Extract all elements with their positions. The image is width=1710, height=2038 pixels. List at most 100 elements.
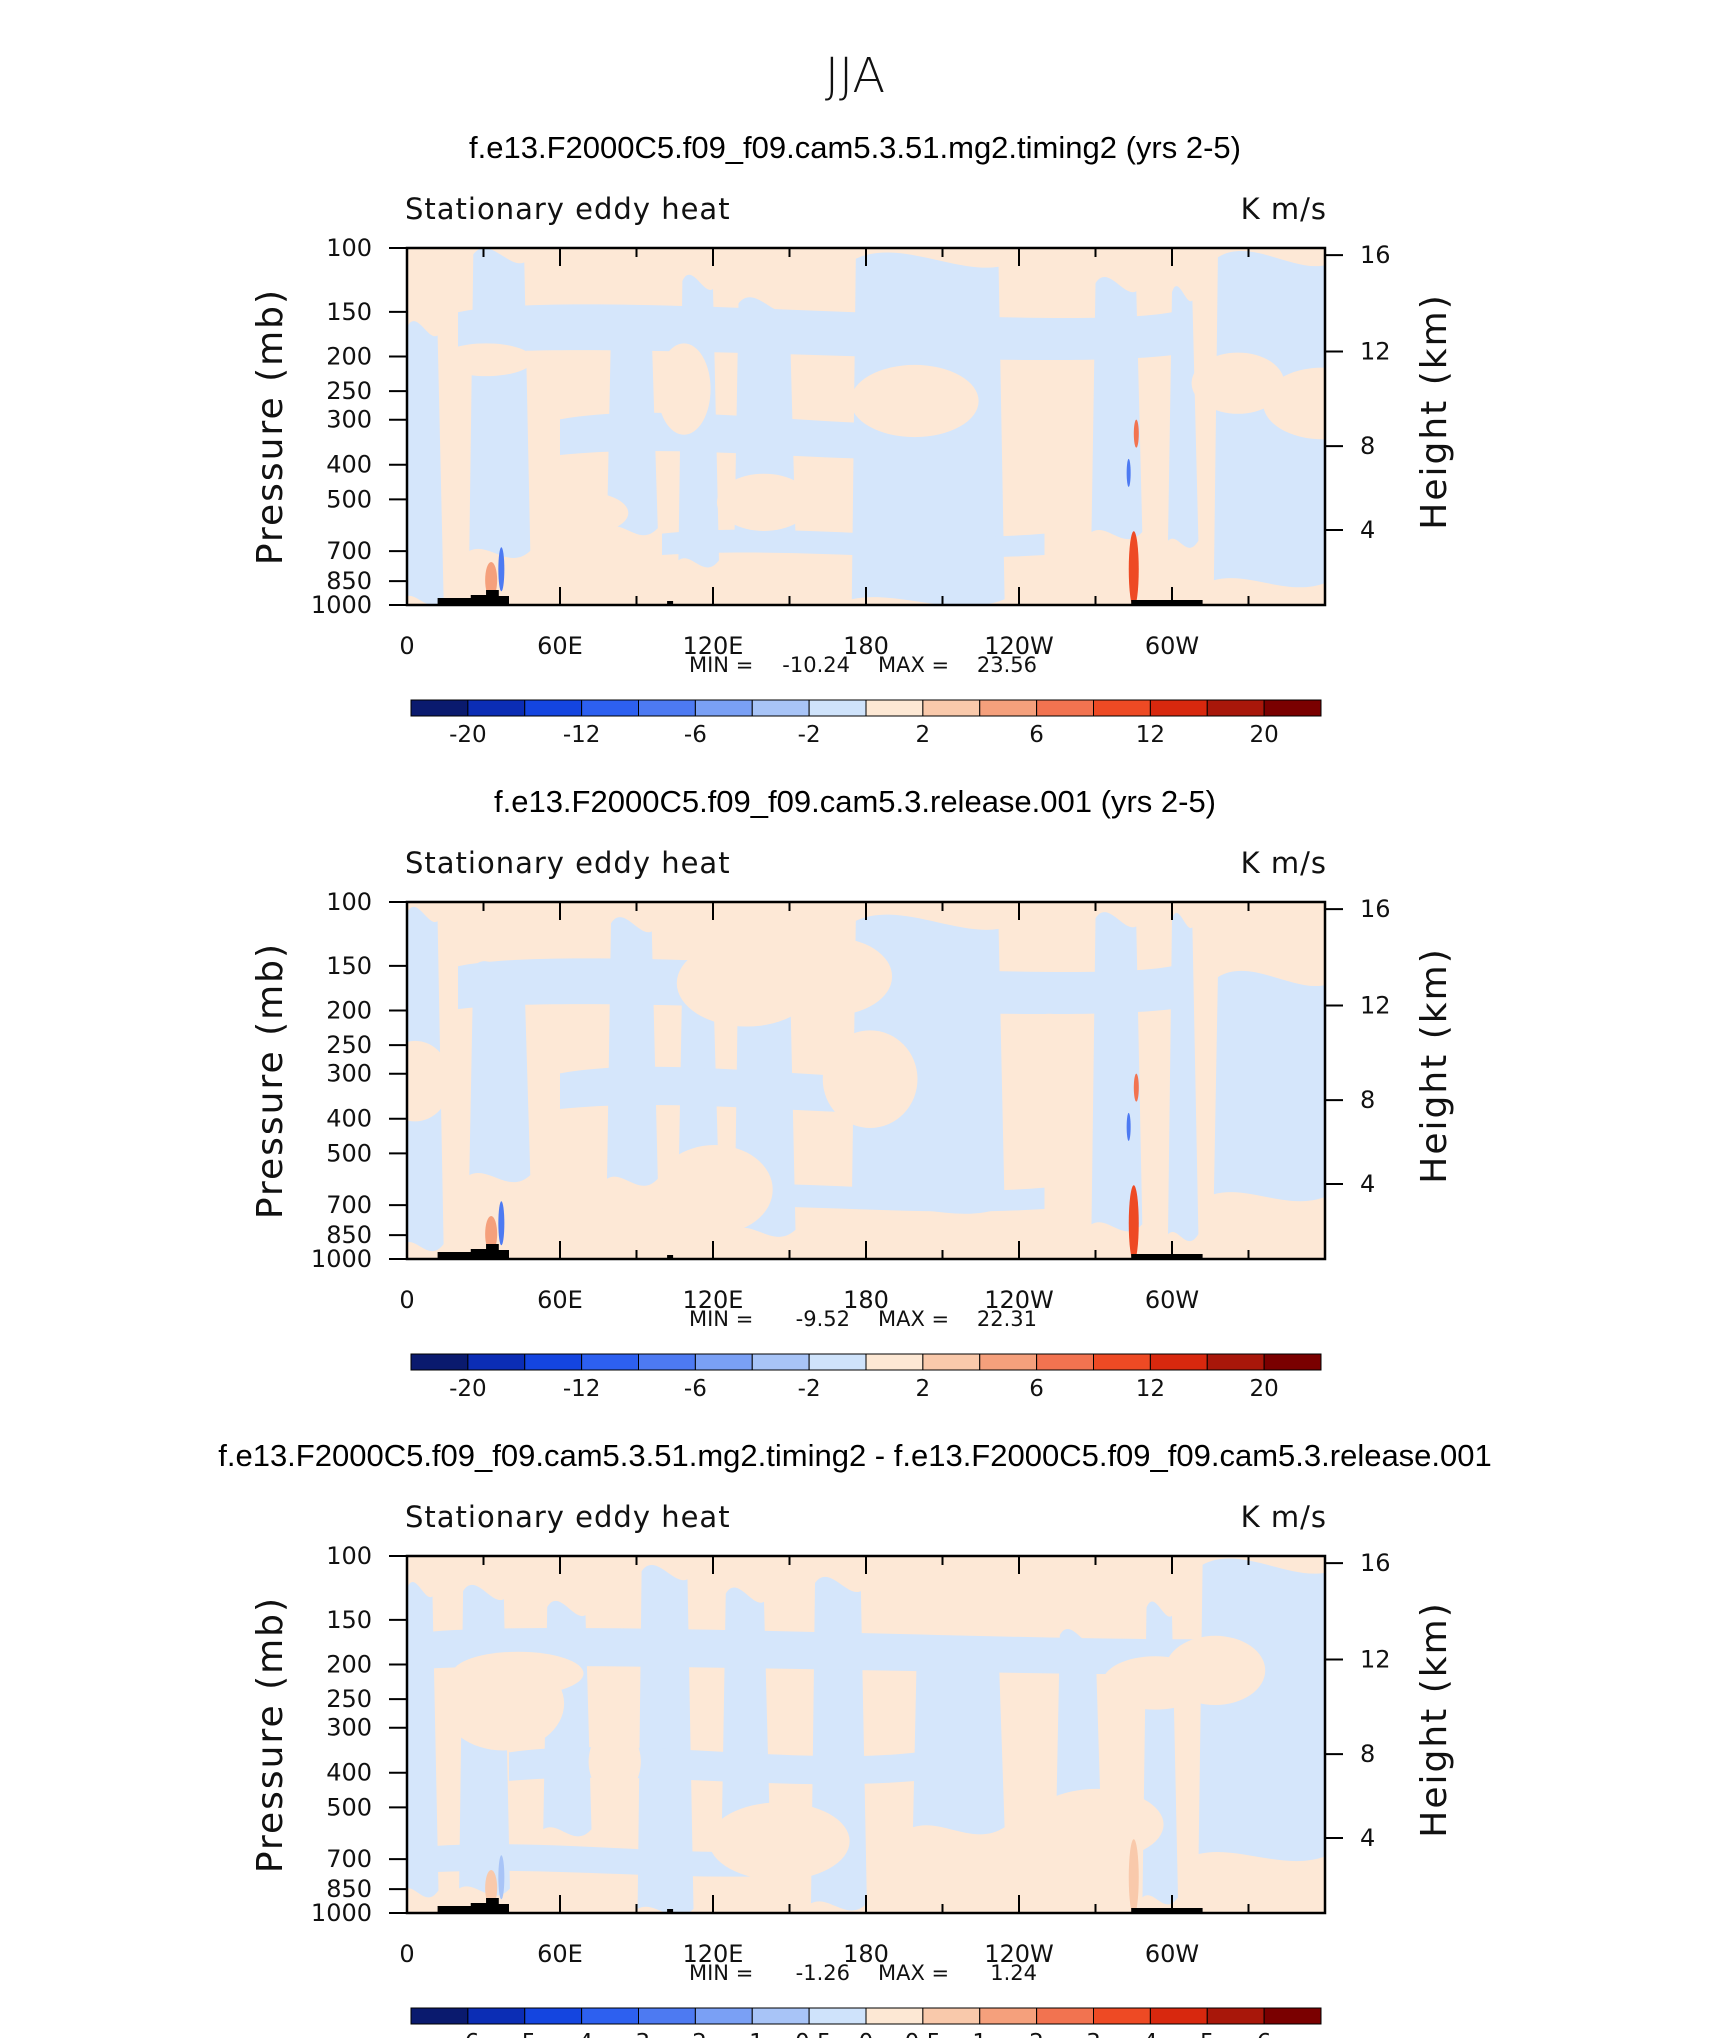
positive-maximum [1128, 531, 1139, 605]
colorbar-label: -6 [456, 2030, 479, 2038]
y-tick-label: 500 [326, 1139, 372, 1167]
positive-maximum [1133, 419, 1139, 448]
y2-tick-label: 16 [1360, 895, 1391, 923]
colorbar-box [694, 2007, 753, 2025]
positive-maximum [1128, 1185, 1139, 1259]
chart-title: f.e13.F2000C5.f09_f09.cam5.3.51.mg2.timi… [218, 1438, 1492, 1473]
colorbar-box [638, 1353, 696, 1371]
y-tick-label: 1000 [311, 1245, 372, 1273]
positive-region [822, 1030, 918, 1128]
x-tick-label: 180 [843, 1940, 889, 1968]
y-tick-label: 200 [326, 343, 372, 371]
colorbar-box [581, 1353, 639, 1371]
colorbar-box [410, 2007, 469, 2025]
topography [1131, 600, 1203, 605]
colorbar-box [865, 2007, 924, 2025]
x-tick-label: 60W [1145, 1286, 1199, 1314]
y-tick-label: 100 [326, 1542, 372, 1570]
negative-region [1198, 1558, 1325, 1862]
colorbar-label: -0.5 [787, 2030, 832, 2038]
y-tick-label: 100 [326, 234, 372, 262]
colorbar-box [922, 1353, 981, 1371]
negative-minimum [498, 1855, 505, 1900]
y-tick-label: 1000 [311, 1899, 372, 1927]
colorbar-box [751, 1353, 810, 1371]
x-tick-label: 60E [537, 1286, 583, 1314]
colorbar-label: -2 [798, 722, 821, 748]
y-tick-label: 200 [326, 997, 372, 1025]
x-tick-label: 180 [843, 1286, 889, 1314]
colorbar-label: -2 [684, 2030, 707, 2038]
positive-region [656, 1145, 773, 1235]
colorbar-box [979, 2007, 1038, 2025]
colorbar-box [1263, 699, 1322, 717]
negative-region [607, 917, 658, 1186]
x-tick-label: 0 [399, 632, 414, 660]
colorbar-box [524, 699, 583, 717]
y-tick-label: 250 [326, 1031, 372, 1059]
negative-region [662, 529, 1045, 558]
colorbar-box [1206, 2007, 1265, 2025]
negative-region [469, 248, 531, 558]
colorbar-label: 12 [1136, 1376, 1165, 1402]
y2-axis-title: Height (km) [1414, 947, 1455, 1183]
y-tick-label: 400 [326, 1759, 372, 1787]
y-tick-label: 700 [326, 1191, 372, 1219]
colorbar-label: -12 [563, 722, 601, 748]
y-axis-title: Pressure (mb) [250, 942, 291, 1219]
positive-region [1020, 1013, 1079, 1082]
y-tick-label: 400 [326, 451, 372, 479]
positive-region [716, 473, 811, 531]
colorbar-label: -4 [570, 2030, 593, 2038]
colorbar-box [1093, 1353, 1151, 1371]
colorbar-box [410, 1353, 469, 1371]
min-label: MIN = [689, 653, 753, 677]
colorbar-label: 2 [916, 1376, 931, 1402]
colorbar-label: 12 [1136, 722, 1165, 748]
y-tick-label: 150 [326, 1606, 372, 1634]
variable-label: Stationary eddy heat [405, 846, 731, 880]
y-tick-label: 300 [326, 1714, 372, 1742]
variable-label: Stationary eddy heat [405, 1500, 731, 1534]
colorbar-box [1263, 2007, 1322, 2025]
negative-region [458, 304, 1172, 361]
y2-axis-title: Height (km) [1414, 293, 1455, 529]
colorbar-label: 2 [916, 722, 931, 748]
max-value: 1.24 [990, 1961, 1037, 1985]
contour-field [407, 902, 1325, 1259]
negative-region [1091, 912, 1143, 1232]
colorbar-box [865, 699, 924, 717]
colorbar-box [751, 699, 810, 717]
y-tick-label: 250 [326, 1685, 372, 1713]
y2-tick-label: 12 [1360, 992, 1391, 1020]
colorbar-box [1149, 699, 1208, 717]
colorbar-box [638, 699, 696, 717]
colorbar-box [922, 699, 981, 717]
colorbar-box [1149, 2007, 1208, 2025]
y2-tick-label: 8 [1360, 1086, 1375, 1114]
positive-region [532, 491, 629, 535]
colorbar: -20 -12 -6 -2 2 6 12 20 [410, 1353, 1322, 1402]
positive-region [1029, 1788, 1164, 1861]
contour-field [407, 248, 1325, 605]
chart-panel-2: f.e13.F2000C5.f09_f09.cam5.3.release.001… [250, 784, 1455, 1402]
colorbar-box [410, 699, 469, 717]
y-tick-label: 500 [326, 485, 372, 513]
chart-panel-1: f.e13.F2000C5.f09_f09.cam5.3.51.mg2.timi… [250, 130, 1455, 748]
topography [1131, 1908, 1203, 1913]
min-value: -9.52 [796, 1307, 850, 1331]
positive-region [657, 343, 711, 435]
positive-maximum [1133, 1073, 1139, 1102]
colorbar-box [524, 1353, 583, 1371]
topography [437, 590, 509, 605]
x-tick-label: 60W [1145, 1940, 1199, 1968]
y-axis-title: Pressure (mb) [250, 1596, 291, 1873]
y2-tick-label: 16 [1360, 1549, 1391, 1577]
positive-region [407, 1040, 451, 1122]
chart-title: f.e13.F2000C5.f09_f09.cam5.3.release.001… [494, 784, 1216, 819]
colorbar-label: -20 [449, 722, 487, 748]
y-tick-label: 850 [326, 1875, 372, 1903]
x-tick-label: 0 [399, 1286, 414, 1314]
negative-minimum [1126, 1112, 1131, 1141]
min-label: MIN = [689, 1961, 753, 1985]
